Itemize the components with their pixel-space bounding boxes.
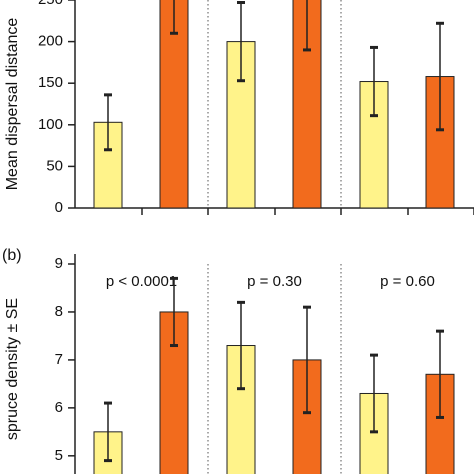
y-axis-label: Mean dispersal distance <box>4 18 21 191</box>
annotation: p = 0.60 <box>380 273 435 290</box>
y-tick-label: 6 <box>55 399 63 416</box>
y-tick-label: 250 <box>38 0 63 8</box>
annotation: p = 0.30 <box>247 273 302 290</box>
y-tick-label: 200 <box>38 33 63 50</box>
y-tick-label: 0 <box>55 199 63 216</box>
y-tick-label: 5 <box>55 447 63 464</box>
y-tick-label: 8 <box>55 303 63 320</box>
y-axis-label: spruce density ± SE <box>4 298 21 440</box>
panel-a: Mean dispersal distance 0 50 100 150 200 250 <box>4 0 474 216</box>
y-tick-label: 150 <box>38 74 63 91</box>
panel-label: (b) <box>2 247 22 264</box>
panel-b: spruce density ± SE 5 6 7 8 9 p < 0.0001 p = 0.… <box>4 254 455 474</box>
y-tick-label: 9 <box>55 255 63 272</box>
y-tick-label: 100 <box>38 116 63 133</box>
y-tick-label: 50 <box>46 157 63 174</box>
y-tick-label: 7 <box>55 351 63 368</box>
annotation: p < 0.0001 <box>106 273 177 290</box>
